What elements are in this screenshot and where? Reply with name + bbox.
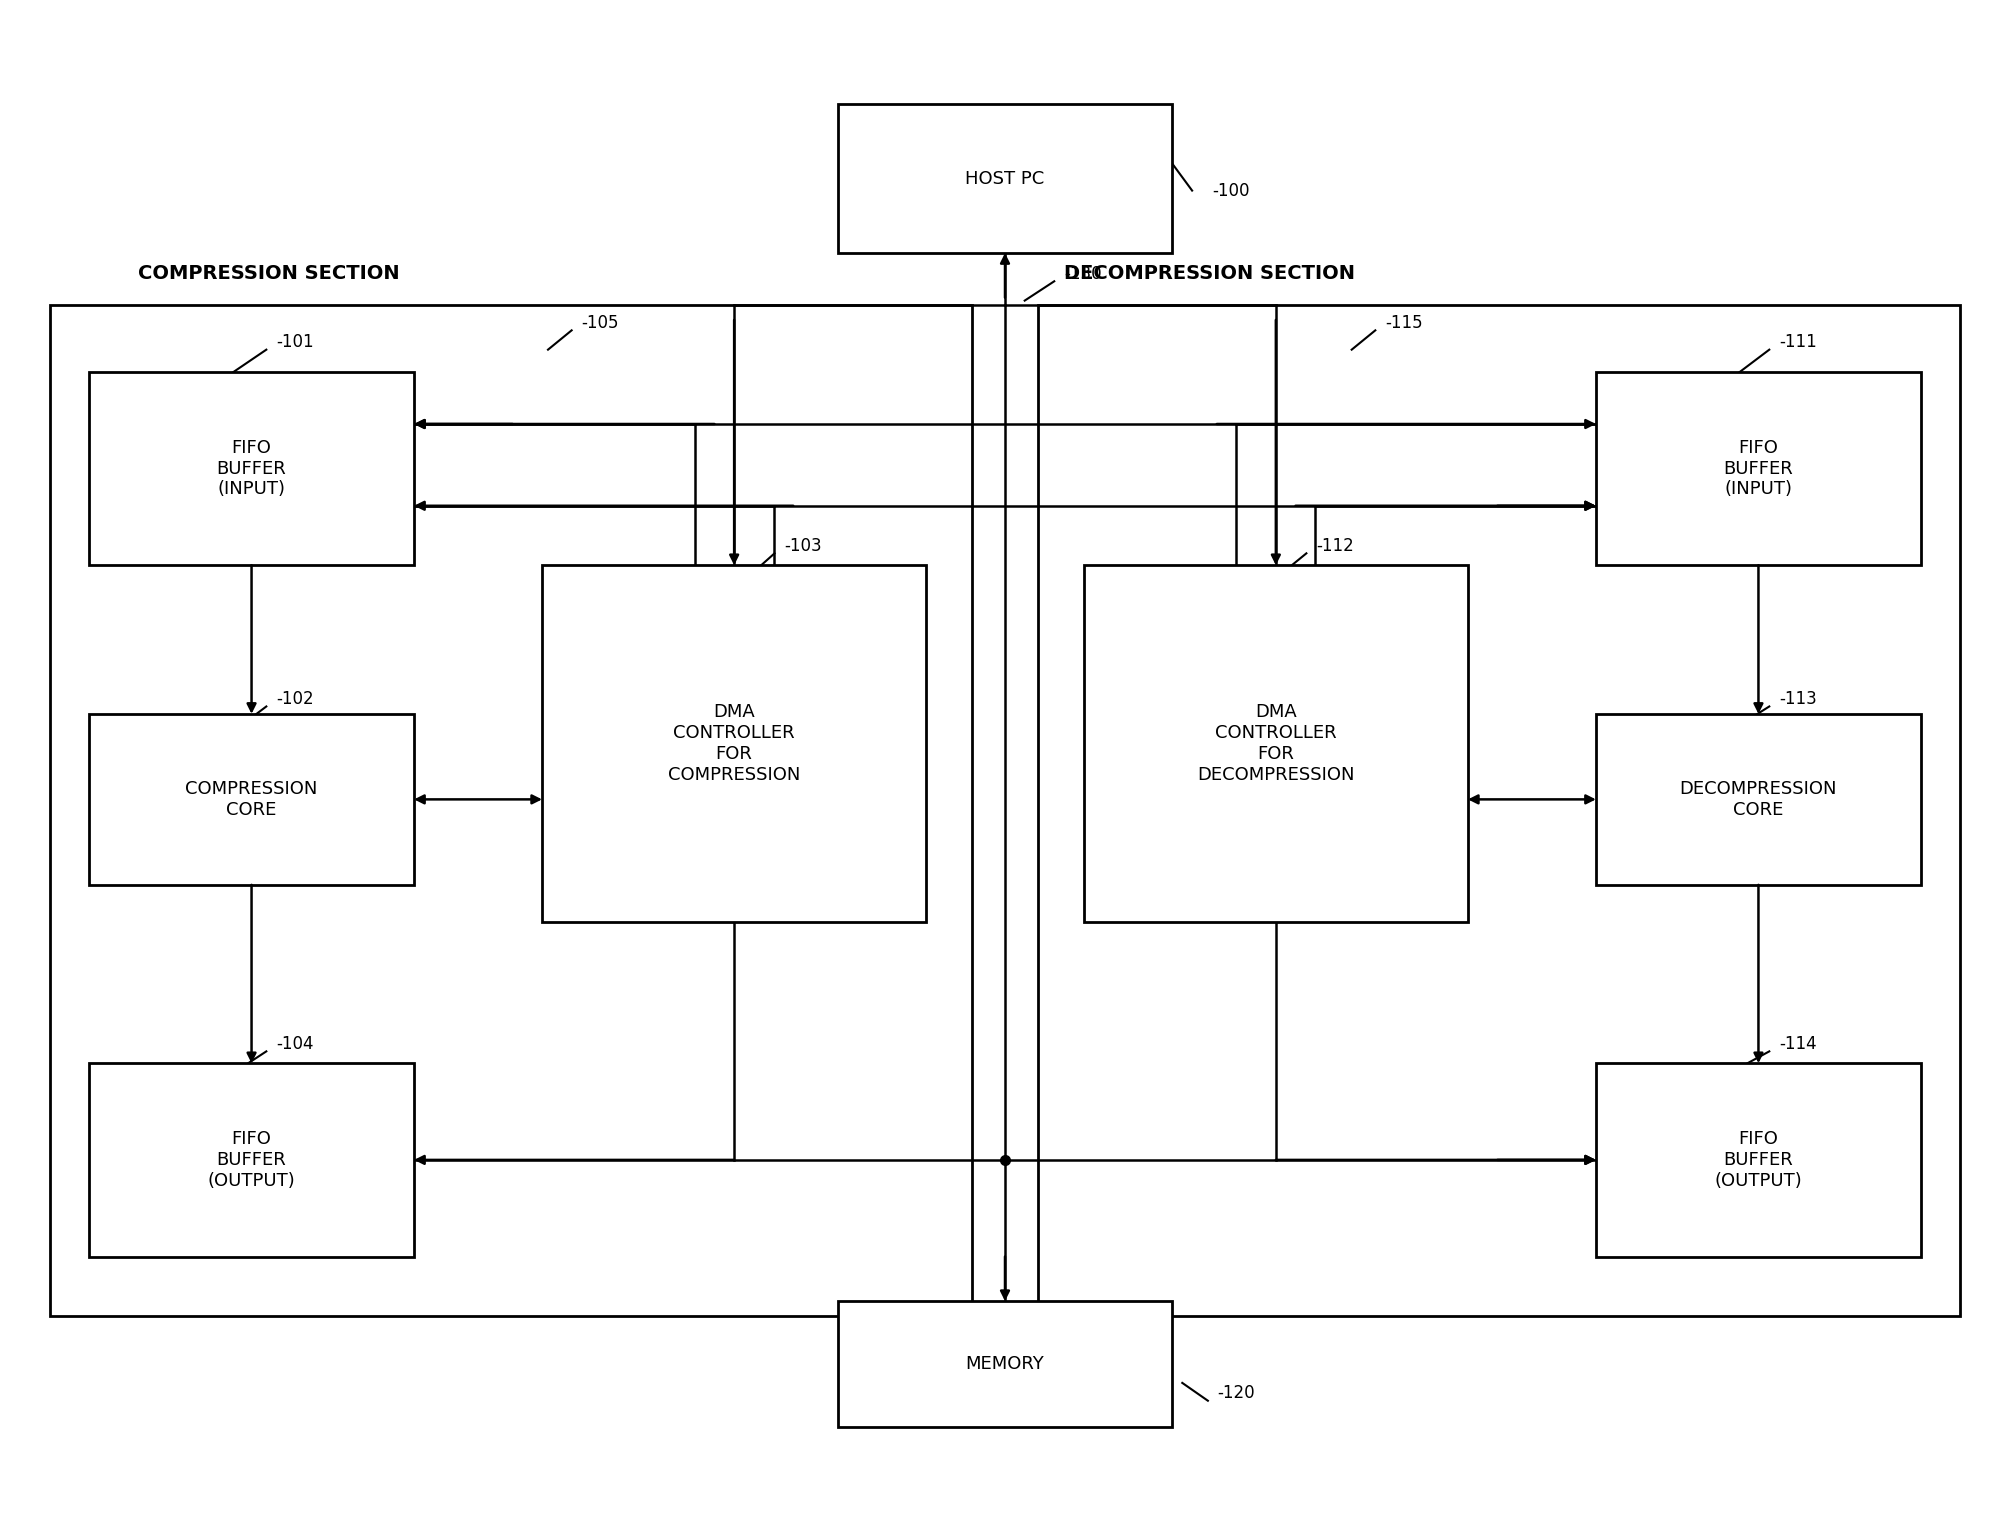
Bar (1596, 1063, 1922, 1256)
Text: -103: -103 (784, 537, 822, 555)
Text: DECOMPRESSION
CORE: DECOMPRESSION CORE (1680, 780, 1837, 819)
Text: DMA
CONTROLLER
FOR
COMPRESSION: DMA CONTROLLER FOR COMPRESSION (667, 704, 800, 784)
Text: -100: -100 (1212, 182, 1250, 200)
Bar (88, 715, 414, 884)
Text: MEMORY: MEMORY (965, 1355, 1045, 1373)
Text: FIFO
BUFFER
(OUTPUT): FIFO BUFFER (OUTPUT) (207, 1130, 295, 1189)
Text: -114: -114 (1779, 1035, 1817, 1053)
Bar (1039, 305, 1960, 1317)
Bar (50, 305, 971, 1317)
Text: FIFO
BUFFER
(INPUT): FIFO BUFFER (INPUT) (1723, 438, 1793, 499)
Bar (88, 1063, 414, 1256)
Text: -101: -101 (275, 334, 314, 352)
Text: COMPRESSION SECTION: COMPRESSION SECTION (139, 264, 400, 282)
Bar (88, 372, 414, 566)
Bar (1083, 566, 1467, 922)
Text: -115: -115 (1385, 314, 1423, 332)
Text: -130: -130 (1063, 265, 1101, 282)
Bar (543, 566, 927, 922)
Text: -113: -113 (1779, 690, 1817, 708)
Text: -112: -112 (1317, 537, 1355, 555)
Text: -105: -105 (581, 314, 619, 332)
Bar (838, 105, 1172, 253)
Text: -104: -104 (275, 1035, 314, 1053)
Text: -120: -120 (1218, 1385, 1256, 1402)
Text: -102: -102 (275, 690, 314, 708)
Text: HOST PC: HOST PC (965, 170, 1045, 188)
Text: COMPRESSION
CORE: COMPRESSION CORE (185, 780, 318, 819)
Text: DECOMPRESSION SECTION: DECOMPRESSION SECTION (1063, 264, 1355, 282)
Text: -111: -111 (1779, 334, 1817, 352)
Text: FIFO
BUFFER
(INPUT): FIFO BUFFER (INPUT) (217, 438, 287, 499)
Text: DMA
CONTROLLER
FOR
DECOMPRESSION: DMA CONTROLLER FOR DECOMPRESSION (1198, 704, 1355, 784)
Bar (1596, 372, 1922, 566)
Bar (1596, 715, 1922, 884)
Bar (838, 1302, 1172, 1427)
Text: FIFO
BUFFER
(OUTPUT): FIFO BUFFER (OUTPUT) (1715, 1130, 1803, 1189)
